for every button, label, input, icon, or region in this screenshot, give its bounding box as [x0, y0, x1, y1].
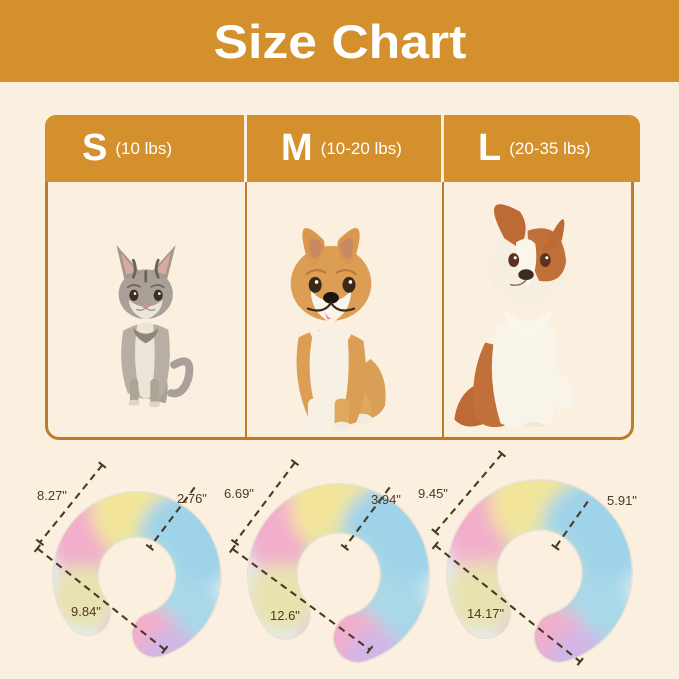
- svg-text:3.94": 3.94": [371, 492, 401, 507]
- svg-text:5.91": 5.91": [607, 493, 637, 508]
- svg-text:9.84": 9.84": [71, 604, 101, 619]
- svg-text:9.45": 9.45": [418, 486, 448, 501]
- svg-text:12.6": 12.6": [270, 608, 300, 623]
- svg-text:2.76": 2.76": [177, 491, 207, 506]
- svg-text:8.27": 8.27": [37, 488, 67, 503]
- svg-text:6.69": 6.69": [224, 486, 254, 501]
- svg-text:14.17": 14.17": [467, 606, 505, 621]
